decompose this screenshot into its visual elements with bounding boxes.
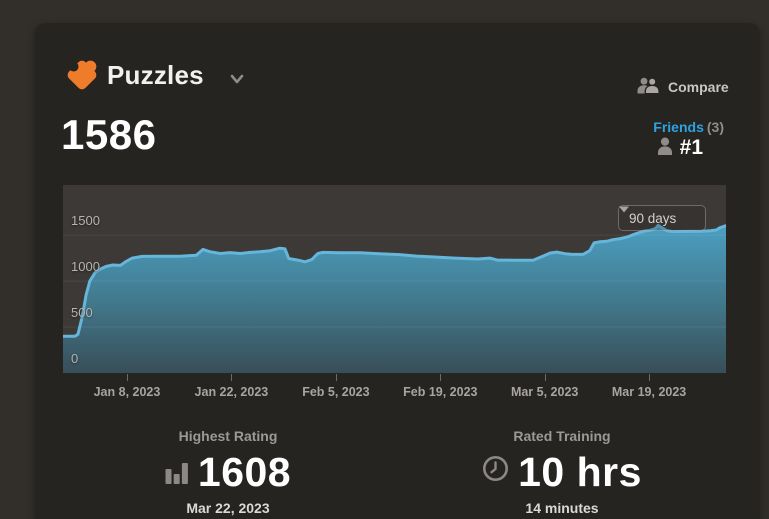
x-axis-label: Jan 8, 2023 <box>93 385 161 399</box>
rating-line <box>63 223 726 338</box>
highest-rating-block: Highest Rating 1608 Mar 22, 2023 <box>118 428 338 516</box>
x-axis-label: Mar 19, 2023 <box>611 385 687 399</box>
chart-area-fill <box>63 225 726 373</box>
range-selector-label: 90 days <box>629 210 677 226</box>
compare-label: Compare <box>668 79 729 95</box>
x-axis-tick <box>544 374 546 381</box>
rated-training-value: 10 hrs <box>518 449 642 496</box>
highest-rating-label: Highest Rating <box>178 428 278 444</box>
x-axis-tick <box>231 374 233 381</box>
x-axis-tick <box>126 374 128 381</box>
x-axis-tick <box>440 374 442 381</box>
title-dropdown-chevron-icon[interactable] <box>230 71 244 89</box>
clock-icon <box>482 455 509 487</box>
compare-button[interactable]: Compare <box>636 77 729 97</box>
x-axis-label: Mar 5, 2023 <box>510 385 579 399</box>
bar-chart-icon <box>165 458 189 489</box>
range-selector[interactable]: 90 days <box>618 205 706 231</box>
puzzle-rating: 1586 <box>61 111 157 158</box>
y-axis-label: 0 <box>71 351 79 366</box>
friends-count: (3) <box>706 119 724 135</box>
y-axis-label: 1000 <box>71 259 100 275</box>
highest-rating-value: 1608 <box>197 449 292 496</box>
x-axis-label: Jan 22, 2023 <box>194 385 269 399</box>
rated-training-sub: 14 minutes <box>525 500 599 516</box>
page-title[interactable]: Puzzles <box>107 60 204 90</box>
friends-link[interactable]: Friends <box>653 119 704 135</box>
rating-chart[interactable]: 90 days 1500 1000 500 0 <box>63 185 726 373</box>
friends-line: Friends (3) <box>653 119 724 135</box>
rating-chart-svg <box>63 223 726 373</box>
person-icon <box>657 137 673 160</box>
rated-training-label: Rated Training <box>513 428 611 444</box>
rank-row: #1 <box>657 136 703 160</box>
x-axis-label: Feb 5, 2023 <box>302 385 370 399</box>
x-axis-label: Feb 19, 2023 <box>403 385 478 399</box>
compare-icon <box>636 77 661 97</box>
rank-value: #1 <box>679 136 703 159</box>
puzzle-icon <box>61 54 103 96</box>
rated-training-block: Rated Training 10 hrs 14 minutes <box>452 428 672 516</box>
y-axis-label: 500 <box>71 305 93 321</box>
x-axis-tick <box>649 374 651 381</box>
x-axis-tick <box>335 374 337 381</box>
y-axis-label: 1500 <box>71 213 100 229</box>
highest-rating-date: Mar 22, 2023 <box>186 500 270 516</box>
